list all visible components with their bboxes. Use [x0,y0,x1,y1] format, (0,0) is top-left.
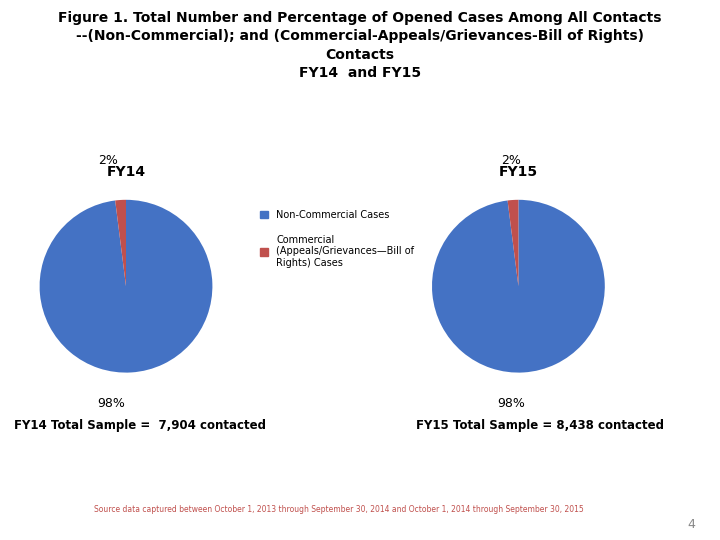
Text: Source data captured between October 1, 2013 through September 30, 2014 and Octo: Source data captured between October 1, … [94,505,583,514]
Wedge shape [40,200,212,373]
Text: Figure 1. Total Number and Percentage of Opened Cases Among All Contacts
--(Non-: Figure 1. Total Number and Percentage of… [58,11,662,80]
Text: FY14 Total Sample =  7,904 contacted: FY14 Total Sample = 7,904 contacted [14,418,266,431]
Wedge shape [508,200,518,286]
Text: 98%: 98% [498,397,525,410]
Text: 98%: 98% [98,397,125,410]
Text: 4: 4 [687,518,695,531]
Text: FY14: FY14 [107,165,145,179]
Text: 2%: 2% [501,154,521,167]
Wedge shape [432,200,605,373]
Text: 2%: 2% [98,154,118,167]
Text: FY15: FY15 [499,165,538,179]
Text: FY15 Total Sample = 8,438 contacted: FY15 Total Sample = 8,438 contacted [416,418,664,431]
Legend: Non-Commercial Cases, Commercial
(Appeals/Grievances—Bill of
Rights) Cases: Non-Commercial Cases, Commercial (Appeal… [261,210,414,268]
Wedge shape [115,200,126,286]
